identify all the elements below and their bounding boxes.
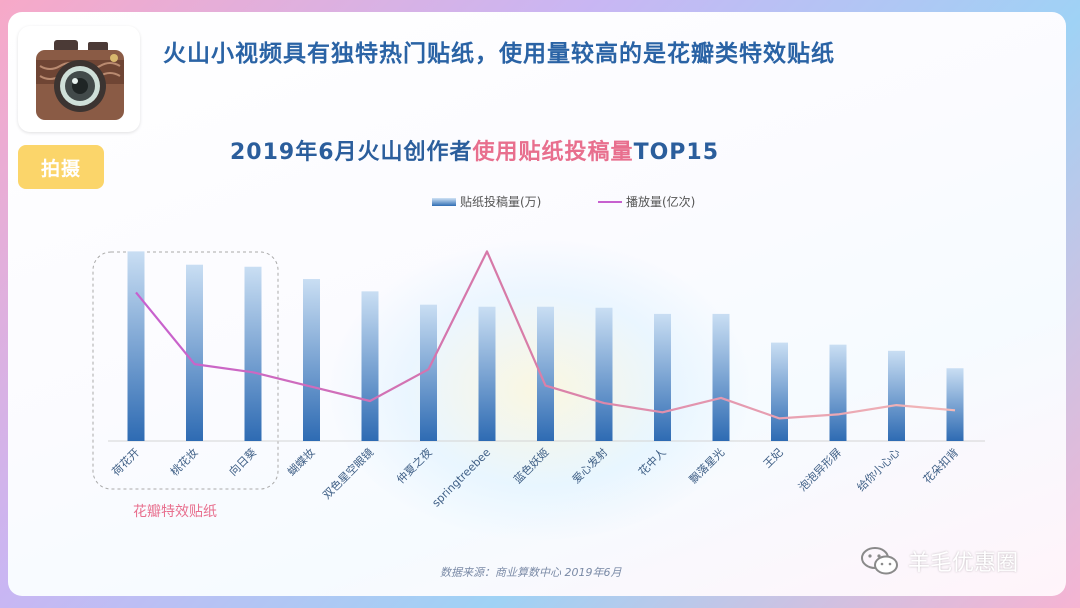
background-glow: [330, 240, 750, 540]
legend-bar-swatch: [432, 197, 456, 206]
chart-title-prefix: 2019年6月火山创作者: [230, 140, 473, 165]
page-headline: 火山小视频具有独特热门贴纸，使用量较高的是花瓣类特效贴纸: [163, 41, 835, 67]
watermark: 羊毛优惠圈: [860, 545, 1018, 577]
camera-icon: [36, 40, 124, 120]
watermark-text: 羊毛优惠圈: [908, 551, 1019, 576]
legend-line: 播放量(亿次): [598, 193, 695, 210]
legend-bar-label: 贴纸投稿量(万): [460, 195, 542, 209]
shooting-tag: 拍摄: [18, 145, 104, 189]
chart-title-highlight: 使用贴纸投稿量: [472, 140, 634, 165]
logo-tile: [18, 26, 140, 132]
chart-title: 2019年6月火山创作者使用贴纸投稿量TOP15: [230, 134, 870, 166]
wechat-icon: [861, 547, 898, 575]
legend-bars: 贴纸投稿量(万): [432, 193, 541, 210]
chart-title-suffix: TOP15: [633, 140, 720, 165]
legend-line-swatch: [598, 200, 622, 203]
data-source: 数据来源：商业算数中心 2019年6月: [440, 566, 622, 579]
legend-line-label: 播放量(亿次): [626, 195, 696, 209]
